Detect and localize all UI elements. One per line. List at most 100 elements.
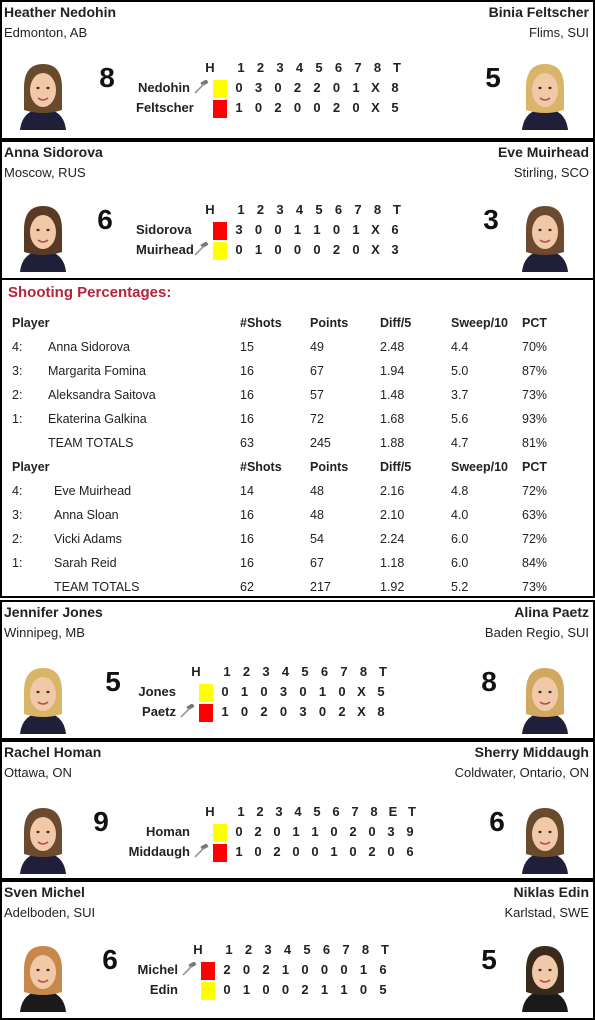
hammer-icon — [180, 961, 198, 976]
right-player-name: Eve Muirhead — [497, 144, 589, 160]
end-score: 0 — [274, 222, 282, 237]
end-score: 3 — [391, 242, 399, 257]
linescore-header-cell: 5 — [303, 942, 311, 957]
end-score: 0 — [279, 704, 288, 719]
left-player-name: Heather Nedohin — [4, 4, 117, 20]
stat-diff: 1.68 — [380, 412, 405, 426]
end-score: 1 — [359, 962, 368, 977]
stat-sweep: 5.2 — [451, 580, 469, 594]
linescore-header-cell: T — [381, 942, 389, 957]
linescore-header-cell: 4 — [281, 664, 290, 679]
game-card — [0, 740, 595, 880]
end-score: 0 — [320, 962, 329, 977]
end-score: 1 — [330, 844, 338, 859]
linescore-header-cell: 3 — [262, 664, 270, 679]
stone-color-box — [213, 222, 227, 240]
stats-header-row: Player #Shots Points Diff/5 Sweep/10 PCT — [2, 460, 595, 482]
end-score: 0 — [274, 242, 282, 257]
stat-points: 67 — [310, 556, 324, 570]
right-final-score: 6 — [489, 806, 505, 837]
end-score: 5 — [379, 982, 387, 997]
linescore-header-cell: 1 — [225, 942, 233, 957]
team-name: Middaugh — [128, 844, 190, 859]
team-name: Edin — [149, 982, 178, 997]
stat-sweep: 6.0 — [451, 556, 469, 570]
stat-diff: 1.88 — [380, 436, 405, 450]
linescore-header-cell: H — [205, 202, 215, 217]
player-name: Eve Muirhead — [54, 484, 132, 498]
linescore-header-cell: 1 — [237, 804, 245, 819]
end-score: 6 — [391, 222, 399, 237]
player-position: 4: — [12, 484, 23, 498]
end-score: 0 — [254, 100, 263, 115]
end-score: 3 — [235, 222, 243, 237]
stat-pct: 84% — [522, 556, 548, 570]
stone-color-box — [201, 962, 215, 980]
end-score: 1 — [292, 824, 300, 839]
stat-shots: 62 — [240, 580, 254, 594]
end-score: 0 — [254, 222, 263, 237]
end-score: 2 — [332, 100, 341, 115]
end-score: 0 — [254, 844, 262, 859]
end-score: X — [371, 242, 380, 257]
team-name: Paetz — [142, 704, 176, 719]
stone-color-box — [213, 242, 227, 260]
linescore-header-cell: 4 — [295, 202, 304, 217]
linescore-header-cell: 1 — [237, 60, 245, 75]
linescore-header-cell: H — [191, 664, 201, 679]
linescore-header-cell: T — [379, 664, 387, 679]
end-score: 1 — [352, 80, 360, 95]
linescore-header-cell: 3 — [264, 942, 272, 957]
team-name: Michel — [137, 962, 178, 977]
linescore-header-cell: H — [205, 804, 215, 819]
stats-row: 1: Ekaterina Galkina 16 72 1.68 5.6 93% — [2, 412, 595, 434]
team-name: Homan — [145, 824, 190, 839]
end-score: 3 — [299, 704, 307, 719]
stat-shots: 16 — [240, 532, 254, 546]
end-score: 1 — [254, 242, 263, 257]
right-player-photo — [514, 200, 576, 272]
stat-pct: 81% — [522, 436, 548, 450]
end-score: 2 — [301, 982, 309, 997]
linescore-header-cell: 7 — [354, 60, 362, 75]
end-score: 2 — [349, 824, 357, 839]
stats-header-cell: PCT — [522, 460, 547, 474]
end-score: X — [357, 704, 366, 719]
stats-header-cell: Diff/5 — [380, 316, 412, 330]
stat-pct: 72% — [522, 484, 548, 498]
game-card — [0, 880, 595, 1020]
left-final-score: 5 — [105, 666, 121, 697]
left-player-location: Moscow, RUS — [4, 165, 86, 180]
right-player-photo — [514, 940, 576, 1012]
shooting-percentages-panel: Shooting Percentages: Player #Shots Points D… — [0, 278, 595, 598]
stats-header-cell: Points — [310, 316, 349, 330]
stat-diff: 2.10 — [380, 508, 405, 522]
end-score: 0 — [235, 80, 243, 95]
end-score: 2 — [368, 844, 376, 859]
team-name: Nedohin — [138, 80, 190, 95]
right-final-score: 3 — [483, 204, 499, 235]
end-score: 1 — [318, 684, 327, 699]
end-score: 0 — [273, 824, 281, 839]
left-final-score: 9 — [93, 806, 109, 837]
player-position: 4: — [12, 340, 23, 354]
end-score: 0 — [242, 962, 251, 977]
stats-row: 2: Vicki Adams 16 54 2.24 6.0 72% — [2, 532, 595, 554]
linescore-header-cell: 2 — [256, 804, 264, 819]
linescore-header-cell: 6 — [332, 804, 340, 819]
linescore-header-cell: 2 — [256, 60, 265, 75]
stat-sweep: 4.4 — [451, 340, 469, 354]
end-score: 0 — [223, 982, 231, 997]
linescore-header-cell: 4 — [294, 804, 302, 819]
right-final-score: 5 — [481, 944, 497, 975]
stats-row: 3: Anna Sloan 16 48 2.10 4.0 63% — [2, 508, 595, 530]
end-score: 6 — [406, 844, 414, 859]
end-score: 8 — [377, 704, 385, 719]
linescore-header-cell: 8 — [361, 942, 370, 957]
stat-points: 54 — [310, 532, 324, 546]
linescore-header-cell: 6 — [320, 664, 329, 679]
right-player-photo — [514, 58, 576, 130]
end-score: 0 — [330, 824, 338, 839]
stat-sweep: 4.8 — [451, 484, 469, 498]
stone-color-box — [199, 704, 213, 722]
